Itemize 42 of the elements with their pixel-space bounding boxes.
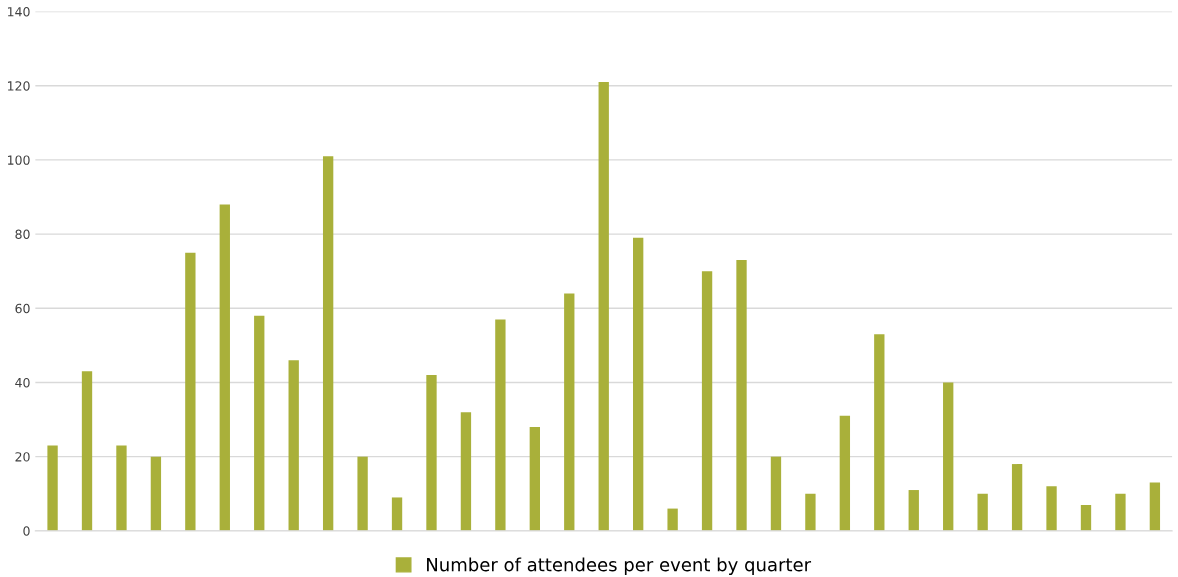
y-tick-label: 140	[7, 7, 30, 17]
bar	[116, 445, 127, 531]
bar	[598, 82, 609, 531]
y-tick-label: 40	[15, 377, 30, 388]
y-tick-label: 20	[15, 452, 30, 462]
bar	[322, 156, 334, 531]
bar	[357, 456, 368, 531]
bar	[81, 371, 93, 531]
bar	[667, 508, 678, 531]
bar	[943, 382, 954, 531]
y-tick-label: 100	[7, 155, 30, 165]
bar	[701, 271, 713, 531]
bar	[977, 493, 988, 531]
bar	[254, 315, 265, 531]
bar	[150, 456, 162, 531]
bar	[736, 260, 747, 531]
bar	[47, 445, 58, 531]
bar	[391, 497, 403, 531]
bar	[770, 456, 782, 531]
bar	[839, 415, 851, 531]
bar	[1011, 464, 1023, 531]
bar	[874, 334, 885, 531]
bar	[495, 319, 506, 531]
bar	[908, 490, 919, 531]
bar	[426, 375, 437, 531]
bar	[633, 237, 644, 531]
y-tick-label: 120	[7, 81, 30, 91]
y-tick-label: 0	[23, 526, 30, 536]
y-tick-label: 80	[15, 229, 30, 240]
y-tick-label: 60	[15, 303, 30, 314]
bar	[529, 426, 540, 531]
bar	[460, 412, 472, 531]
legend-label: Number of attendees per event by quarter	[427, 557, 812, 575]
bar	[219, 204, 230, 531]
bar	[288, 360, 299, 531]
bar	[805, 493, 816, 531]
bar	[1046, 486, 1057, 531]
bar	[1115, 493, 1126, 531]
bar	[564, 293, 575, 531]
bar	[1080, 504, 1092, 531]
bar	[185, 252, 196, 531]
bar	[1149, 482, 1161, 531]
